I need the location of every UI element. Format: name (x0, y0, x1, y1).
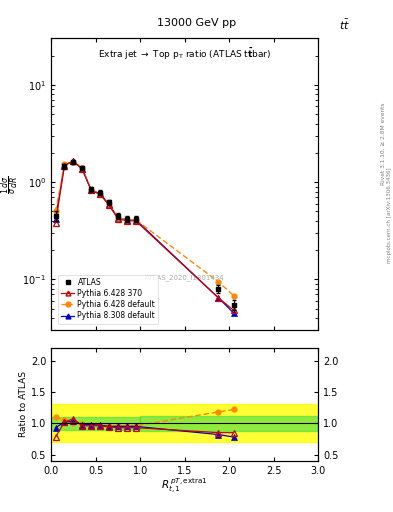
Bar (51, 404, 318, 442)
Y-axis label: $\frac{1}{\sigma}\frac{d\sigma}{dR}$: $\frac{1}{\sigma}\frac{d\sigma}{dR}$ (0, 175, 21, 194)
Legend: ATLAS, Pythia 6.428 370, Pythia 6.428 default, Pythia 8.308 default: ATLAS, Pythia 6.428 370, Pythia 6.428 de… (58, 274, 158, 324)
Text: Rivet 3.1.10, ≥ 2.8M events: Rivet 3.1.10, ≥ 2.8M events (381, 102, 386, 185)
Y-axis label: Ratio to ATLAS: Ratio to ATLAS (19, 372, 28, 437)
Bar (140, 416, 318, 431)
Bar (51, 417, 140, 430)
Text: ATLAS_2020_I1801434: ATLAS_2020_I1801434 (145, 274, 224, 281)
Text: Extra jet $\rightarrow$ Top $\mathrm{p_T}$ ratio (ATLAS t$\mathbf{\bar{t}}$bar): Extra jet $\rightarrow$ Top $\mathrm{p_T… (98, 47, 271, 62)
Text: $t\bar{t}$: $t\bar{t}$ (339, 18, 350, 32)
Text: 13000 GeV pp: 13000 GeV pp (157, 18, 236, 28)
Text: mcplots.cern.ch [arXiv:1306.3436]: mcplots.cern.ch [arXiv:1306.3436] (387, 167, 391, 263)
X-axis label: $R_{t,1}^{\,pT,\mathrm{extra1}}$: $R_{t,1}^{\,pT,\mathrm{extra1}}$ (161, 477, 208, 496)
